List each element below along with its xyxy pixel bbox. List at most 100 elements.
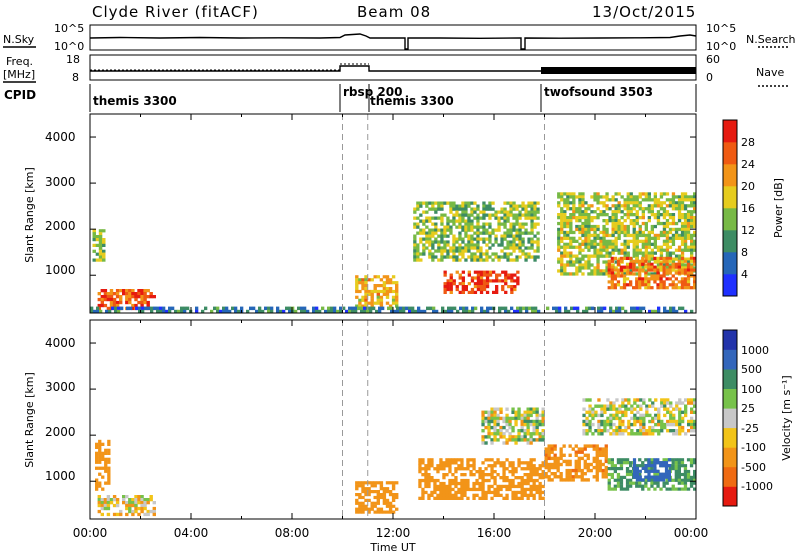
power-cell — [464, 204, 468, 208]
power-cell — [370, 295, 374, 299]
power-cell — [644, 257, 648, 261]
power-cell — [446, 225, 450, 229]
power-cell — [563, 198, 567, 202]
power-cell — [557, 221, 561, 226]
velocity-cell — [651, 404, 655, 408]
power-cell — [486, 306, 490, 311]
power-cell — [557, 230, 561, 235]
power-cell — [100, 303, 104, 308]
velocity-cell — [664, 469, 669, 473]
power-cell — [602, 227, 606, 232]
velocity-cell — [541, 473, 545, 477]
power-cell — [458, 282, 462, 286]
power-cell — [644, 274, 648, 278]
power-cell — [597, 309, 601, 314]
velocity-cell — [523, 461, 527, 465]
velocity-cell — [690, 419, 694, 424]
power-cell — [569, 272, 573, 276]
velocity-cell — [382, 495, 387, 500]
power-cell — [662, 233, 667, 238]
power-cell — [572, 195, 576, 199]
power-cell — [626, 216, 630, 220]
power-cell — [581, 248, 585, 252]
velocity-cell — [125, 503, 129, 508]
power-cell — [566, 198, 570, 202]
velocity-cell — [660, 404, 664, 408]
velocity-cell — [618, 407, 622, 411]
power-cell — [569, 224, 573, 229]
power-cell — [641, 268, 645, 272]
velocity-cell — [355, 501, 359, 505]
power-cell — [659, 233, 664, 238]
power-cell — [500, 216, 504, 220]
power-cell — [467, 228, 471, 232]
power-cell — [524, 252, 528, 256]
velocity-cell — [577, 459, 581, 464]
power-cell — [425, 240, 429, 244]
power-cell — [591, 306, 595, 311]
power-cell — [644, 286, 648, 290]
velocity-cell — [424, 467, 428, 471]
power-cell — [581, 254, 585, 258]
power-cell — [656, 233, 661, 238]
velocity-cell — [502, 476, 506, 480]
power-cell — [587, 213, 591, 217]
power-cell — [324, 309, 328, 314]
power-cell — [557, 204, 561, 208]
velocity-cell — [639, 432, 643, 436]
velocity-cell — [109, 501, 114, 505]
velocity-cell — [583, 459, 587, 464]
velocity-cell — [595, 453, 599, 457]
power-cell — [629, 256, 633, 260]
power-cell — [373, 275, 377, 279]
power-cell — [512, 240, 516, 244]
power-cell — [659, 283, 663, 287]
velocity-cell — [583, 465, 587, 470]
power-cell — [674, 269, 679, 273]
power-cell — [149, 295, 153, 299]
velocity-cell — [472, 458, 476, 462]
power-cell — [605, 239, 609, 243]
power-cell — [461, 249, 465, 253]
power-cell — [641, 259, 645, 263]
power-cell — [584, 254, 588, 258]
velocity-cell — [418, 467, 422, 471]
power-cell — [285, 306, 289, 311]
velocity-cell — [490, 464, 494, 468]
velocity-cell — [580, 475, 584, 479]
velocity-cell — [577, 468, 581, 473]
velocity-cell — [625, 458, 630, 462]
velocity-cell — [547, 456, 551, 461]
power-cell — [602, 248, 606, 252]
power-cell — [98, 252, 103, 256]
power-cell — [467, 282, 471, 286]
power-cell — [186, 306, 190, 311]
velocity-cell — [669, 410, 673, 414]
velocity-cell — [511, 493, 515, 497]
velocity-cell — [385, 487, 390, 491]
power-cell — [488, 270, 493, 274]
power-cell — [476, 228, 480, 232]
power-cell — [693, 259, 697, 263]
power-cell — [593, 242, 597, 246]
power-cell — [510, 285, 514, 289]
power-cell — [605, 204, 609, 208]
power-cell — [413, 243, 417, 247]
velocity-cell — [361, 510, 365, 514]
power-cell — [650, 286, 654, 290]
velocity-cell — [370, 481, 374, 485]
velocity-cell — [619, 487, 624, 491]
power-cell — [620, 227, 624, 232]
velocity-cell — [499, 484, 503, 489]
velocity-cell — [654, 407, 658, 411]
power-cell — [650, 213, 654, 217]
power-cell — [518, 204, 522, 208]
power-cell — [497, 255, 501, 259]
power-cell — [479, 237, 483, 241]
power-cell — [455, 237, 459, 241]
power-cell — [647, 239, 651, 243]
velocity-cell — [600, 419, 604, 424]
power-cell — [500, 240, 504, 244]
power-cell — [653, 204, 657, 208]
power-cell — [509, 210, 513, 214]
